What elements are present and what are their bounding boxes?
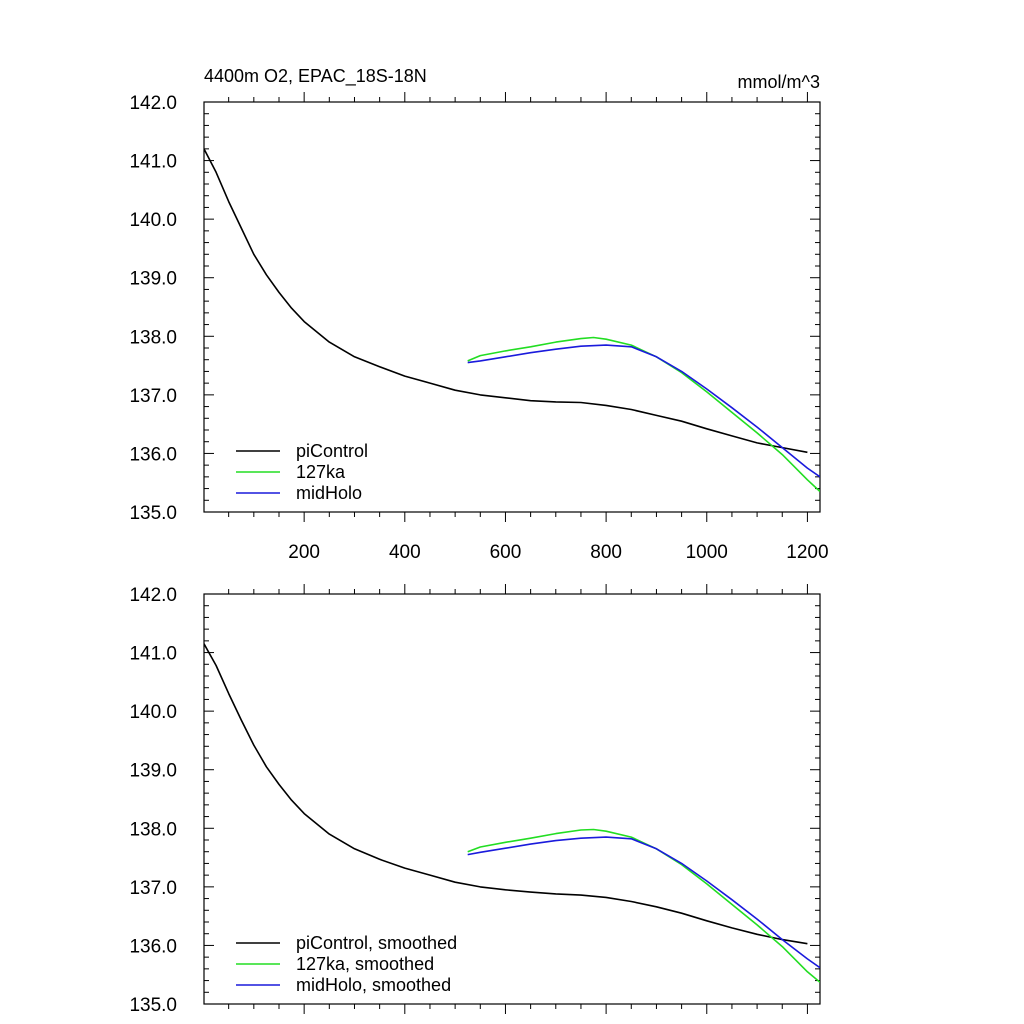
series-line-piControl: [204, 148, 808, 454]
plot-frame: [203, 101, 821, 513]
x-tick-label: 1000: [686, 542, 728, 563]
series-line-midHolo: [467, 836, 820, 969]
legend-label: midHolo: [296, 483, 362, 503]
y-tick-label: 142.0: [129, 585, 177, 606]
series-line-midHolo: [467, 344, 820, 478]
x-tick-label: 600: [490, 542, 522, 563]
series-line-piControl: [204, 643, 808, 945]
y-tick-label: 139.0: [129, 269, 177, 290]
y-tick-label: 137.0: [129, 878, 177, 899]
series-line-ka127: [467, 336, 820, 493]
x-tick-label: 400: [389, 542, 421, 563]
plot-frame: [203, 593, 821, 1005]
y-tick-label: 140.0: [129, 210, 177, 231]
y-tick-label: 141.0: [129, 152, 177, 173]
y-tick-label: 135.0: [129, 995, 177, 1016]
legend-label: piControl: [296, 441, 368, 461]
legend-label: midHolo, smoothed: [296, 975, 451, 995]
y-tick-label: 139.0: [129, 761, 177, 782]
chart-panel-1: 135.0 136.0 137.0 138.0 139.0 140.0 141.0 142.0…: [129, 66, 828, 563]
units-label: mmol/m^3: [738, 72, 820, 92]
y-tick-label: 141.0: [129, 644, 177, 665]
x-tick-label: 200: [288, 542, 320, 563]
legend-label: 127ka, smoothed: [296, 954, 434, 974]
chart-panel-2: 135.0 136.0 137.0 138.0 139.0 140.0 141.0 142.0…: [129, 584, 821, 1016]
x-tick-label: 1200: [786, 542, 828, 563]
y-tick-label: 138.0: [129, 327, 177, 348]
legend-label: 127ka: [296, 462, 346, 482]
y-tick-label: 135.0: [129, 503, 177, 524]
series-line-ka127: [467, 828, 820, 983]
y-tick-label: 136.0: [129, 444, 177, 465]
legend-label: piControl, smoothed: [296, 933, 457, 953]
y-tick-label: 136.0: [129, 936, 177, 957]
chart-title: 4400m O2, EPAC_18S-18N: [204, 66, 427, 87]
x-tick-label: 800: [590, 542, 622, 563]
y-tick-label: 142.0: [129, 93, 177, 114]
y-tick-label: 138.0: [129, 819, 177, 840]
y-tick-label: 140.0: [129, 702, 177, 723]
y-tick-label: 137.0: [129, 386, 177, 407]
